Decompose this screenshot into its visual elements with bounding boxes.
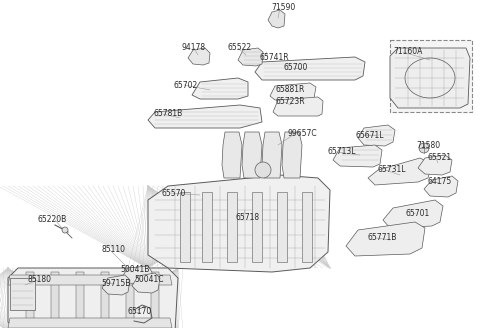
Polygon shape [51,272,59,328]
Bar [390,40,472,112]
Polygon shape [227,192,237,262]
Text: 85110: 85110 [102,245,126,255]
Polygon shape [10,278,35,310]
Polygon shape [270,83,316,100]
Polygon shape [202,192,212,262]
Text: 65570: 65570 [161,189,185,197]
Text: 65723R: 65723R [276,97,306,107]
Text: 65771B: 65771B [368,234,397,242]
Polygon shape [302,192,312,262]
Polygon shape [255,57,365,80]
Text: 94178: 94178 [182,44,206,52]
Text: 65731L: 65731L [377,166,406,174]
Polygon shape [180,192,190,262]
Polygon shape [188,48,210,65]
Text: 65702: 65702 [174,80,198,90]
Polygon shape [26,272,34,328]
Circle shape [255,162,271,178]
Polygon shape [383,200,443,228]
Polygon shape [148,105,262,128]
Text: 50041C: 50041C [134,276,164,284]
Polygon shape [101,272,109,328]
Polygon shape [8,275,172,285]
Text: 65521: 65521 [427,154,451,162]
Polygon shape [262,132,282,178]
Text: 65170: 65170 [127,308,151,317]
Text: 65700: 65700 [283,64,307,72]
Text: 71580: 71580 [416,141,440,151]
Text: 65781B: 65781B [153,110,182,118]
Polygon shape [268,10,285,28]
Text: 59715B: 59715B [101,278,131,288]
Text: 65671L: 65671L [355,131,384,139]
Text: 65741R: 65741R [259,52,288,62]
Text: 50041B: 50041B [120,265,149,275]
Text: 65701: 65701 [405,209,429,217]
Polygon shape [192,78,248,99]
Text: 65220B: 65220B [37,215,66,224]
Circle shape [419,143,429,153]
Circle shape [62,227,68,233]
Text: 65522: 65522 [228,44,252,52]
Polygon shape [102,275,130,295]
Polygon shape [390,48,470,108]
Polygon shape [126,272,134,328]
Polygon shape [8,318,172,328]
Text: 85180: 85180 [28,276,52,284]
Polygon shape [424,176,458,197]
Text: 64175: 64175 [428,177,452,187]
Polygon shape [8,268,178,328]
Text: 65718: 65718 [235,214,259,222]
Polygon shape [368,158,432,185]
Polygon shape [346,222,425,256]
Polygon shape [242,132,262,178]
Polygon shape [273,97,323,116]
Polygon shape [333,145,382,167]
Polygon shape [418,155,452,175]
Text: 71160A: 71160A [393,48,422,56]
Polygon shape [151,272,159,328]
Polygon shape [76,272,84,328]
Text: 71590: 71590 [271,4,295,12]
Polygon shape [358,125,395,146]
Text: 65881R: 65881R [276,86,305,94]
Polygon shape [252,192,262,262]
Polygon shape [122,266,152,284]
Polygon shape [222,132,242,178]
Polygon shape [148,175,330,272]
Polygon shape [277,192,287,262]
Polygon shape [238,48,263,66]
Polygon shape [132,273,160,293]
Text: 65713L: 65713L [328,148,357,156]
Polygon shape [282,132,302,178]
Text: 99657C: 99657C [288,129,318,137]
